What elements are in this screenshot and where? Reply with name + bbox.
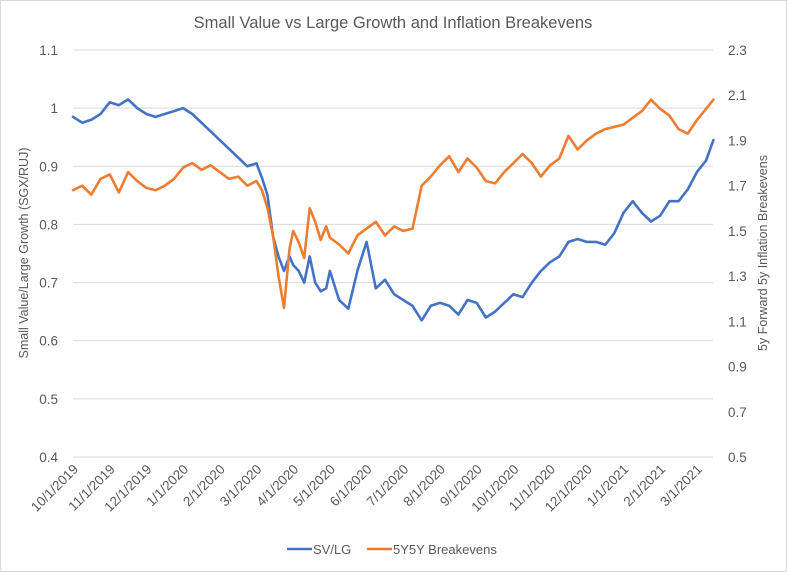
- y-tick-label: 0.9: [39, 159, 58, 174]
- y-tick-label: 1: [50, 101, 58, 116]
- y2-tick-label: 1.1: [728, 314, 747, 329]
- y2-tick-label: 0.9: [728, 360, 747, 375]
- y2-tick-label: 1.5: [728, 224, 747, 239]
- legend-item-5y5y-breakevens[interactable]: 5Y5Y Breakevens: [367, 542, 497, 557]
- y-axis-right-label: 5y Forward 5y Inflation Breakevens: [756, 155, 770, 351]
- legend: SV/LG 5Y5Y Breakevens: [287, 542, 497, 557]
- y-tick-label: 0.8: [39, 217, 58, 232]
- y-tick-label: 0.4: [39, 450, 58, 465]
- y2-tick-label: 2.1: [728, 88, 747, 103]
- y2-tick-label: 2.3: [728, 43, 747, 58]
- legend-label-5y5y-breakevens: 5Y5Y Breakevens: [393, 542, 497, 557]
- y-tick-label: 1.1: [39, 43, 58, 58]
- x-axis-ticks: 10/1/201911/1/201912/1/20191/1/20202/1/2…: [28, 462, 705, 515]
- y2-tick-label: 0.5: [728, 450, 747, 465]
- series-lines: [71, 98, 715, 322]
- legend-label-sv-lg: SV/LG: [313, 542, 351, 557]
- series-line-sv-lg: [71, 98, 715, 322]
- y-tick-label: 0.5: [39, 392, 58, 407]
- y-axis-left-label: Small Value/Large Growth (SGX/RUJ): [17, 148, 31, 359]
- y-tick-label: 0.6: [39, 334, 58, 349]
- y2-tick-label: 1.9: [728, 133, 747, 148]
- y-axis-left-ticks: 0.4 0.5 0.6 0.7 0.8 0.9 1 1.1: [39, 43, 58, 465]
- chart-title: Small Value vs Large Growth and Inflatio…: [194, 14, 593, 32]
- gridlines: [73, 49, 713, 458]
- y2-tick-label: 1.3: [728, 269, 747, 284]
- y2-tick-label: 1.7: [728, 179, 747, 194]
- legend-item-sv-lg[interactable]: SV/LG: [287, 542, 351, 557]
- y-tick-label: 0.7: [39, 276, 58, 291]
- series-line-5y5y-breakevens: [71, 98, 715, 310]
- y-axis-right-ticks: 0.5 0.7 0.9 1.1 1.3 1.5 1.7 1.9 2.1 2.3: [728, 43, 747, 465]
- y2-tick-label: 0.7: [728, 405, 747, 420]
